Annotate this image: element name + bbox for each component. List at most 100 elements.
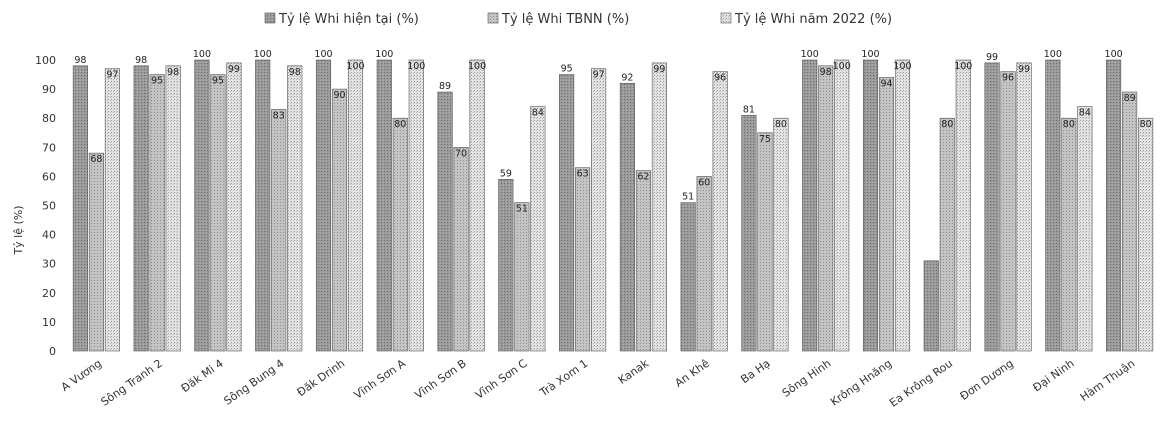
bar (802, 59, 818, 352)
bar (619, 82, 635, 352)
bar (271, 109, 287, 352)
x-tick-label: Trà Xom 1 (537, 357, 591, 400)
data-label: 81 (743, 104, 755, 115)
legend-swatch (720, 12, 732, 24)
bar (575, 167, 591, 352)
bar (696, 176, 712, 352)
y-tick-label: 20 (42, 287, 56, 300)
bar (453, 147, 469, 352)
bar (635, 170, 651, 352)
x-tick-label: Sông Hinh (780, 357, 834, 400)
x-tick-label: Đăk Drinh (295, 357, 348, 399)
bar (1016, 62, 1032, 352)
data-label: 83 (273, 110, 285, 121)
x-tick-label: Đăk Mi 4 (179, 357, 226, 395)
bar (818, 65, 834, 352)
bar (331, 88, 348, 352)
data-label: 84 (1079, 108, 1091, 119)
data-label: 100 (833, 61, 851, 72)
bar (408, 59, 424, 352)
bar (773, 117, 789, 352)
bar (1045, 59, 1061, 352)
x-tick-label: Vĩnh Sơn C (473, 357, 530, 402)
x-tick-label: Ba Hạ (738, 357, 772, 386)
data-label: 80 (941, 119, 953, 130)
bar (712, 71, 728, 352)
bar (923, 260, 939, 352)
data-label: 60 (698, 177, 710, 188)
data-label: 98 (74, 55, 86, 66)
data-label: 97 (593, 70, 605, 81)
bar (1138, 117, 1154, 352)
data-label: 100 (375, 49, 393, 60)
data-label: 98 (289, 67, 301, 78)
data-label: 100 (801, 49, 819, 60)
data-label: 90 (333, 90, 345, 101)
data-label: 70 (455, 148, 467, 159)
x-tick-label: A Vương (59, 357, 104, 394)
x-tick-label: An Khê (673, 357, 713, 390)
bar (194, 59, 210, 352)
chart-legend: Tỷ lệ Whi hiện tại (%) Tỷ lệ Whi TBNN (%)… (264, 12, 892, 27)
bar (1000, 71, 1016, 352)
bar (133, 65, 149, 352)
bar (392, 117, 408, 352)
bar (1077, 106, 1093, 352)
bar (88, 152, 104, 352)
bar (210, 74, 226, 352)
bar (939, 117, 955, 352)
bar (165, 65, 181, 352)
bar (104, 68, 120, 352)
bar (514, 202, 530, 352)
y-tick-label: 100 (35, 54, 56, 67)
x-tick-label: Hàm Thuận (1078, 357, 1138, 404)
data-label: 100 (193, 49, 211, 60)
bar (834, 59, 850, 352)
x-tick-label: Ea Krông Rou (887, 357, 955, 410)
data-label: 80 (1063, 119, 1075, 130)
data-label: 89 (439, 81, 451, 92)
bar (376, 59, 392, 352)
bars-group (72, 59, 1154, 352)
data-label: 98 (820, 67, 832, 78)
data-label: 68 (90, 154, 102, 165)
x-tick-label: Sông Bung 4 (222, 357, 287, 408)
data-label: 100 (254, 49, 272, 60)
y-tick-label: 0 (49, 345, 56, 358)
data-label: 98 (167, 67, 179, 78)
bar (1061, 117, 1077, 352)
bar (741, 114, 757, 352)
bar (559, 74, 575, 352)
bar (680, 202, 696, 352)
x-tick-label: Đơn Dương (958, 357, 1016, 403)
data-label: 96 (714, 73, 726, 84)
data-label: 100 (1044, 49, 1062, 60)
x-tick-label: Krông Hnăng (828, 357, 894, 409)
bar (498, 179, 514, 352)
data-label: 100 (407, 61, 425, 72)
data-label: 75 (759, 134, 771, 145)
y-tick-label: 80 (42, 112, 56, 125)
bar (347, 59, 364, 352)
data-labels-group: 9868979895981009599100839810090100100801… (74, 49, 1151, 215)
bar (469, 59, 485, 352)
y-axis-label: Tỷ lệ (%) (12, 205, 25, 255)
data-label: 92 (621, 72, 633, 83)
bar (894, 59, 911, 352)
data-label: 89 (1124, 93, 1136, 104)
legend-swatch (487, 12, 499, 24)
bar (591, 68, 607, 352)
bar (878, 77, 895, 352)
y-tick-label: 90 (42, 83, 56, 96)
bar (862, 59, 879, 352)
x-tick-label: Vĩnh Sơn A (352, 357, 409, 402)
data-label: 100 (861, 49, 879, 60)
bar (757, 132, 773, 352)
data-label: 84 (532, 108, 544, 119)
data-label: 100 (893, 61, 911, 72)
bar (287, 65, 303, 352)
bar (1122, 91, 1138, 352)
data-label: 100 (468, 61, 486, 72)
